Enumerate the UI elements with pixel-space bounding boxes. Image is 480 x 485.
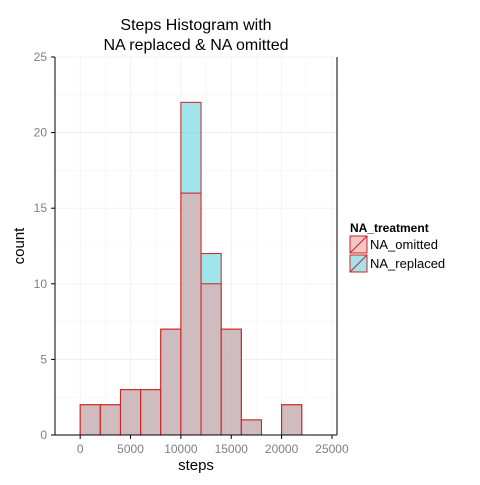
axes-layer — [54, 57, 338, 436]
legend: NA_treatment NA_omitted NA_replaced — [349, 221, 445, 273]
y-tick-label: 10 — [34, 277, 48, 291]
ticks-layer: 0 5000 10000 15000 20000 25000 0 5 10 15 20 25 — [34, 50, 349, 456]
histogram-bar-na-omitted — [281, 404, 303, 436]
chart-title-line-2: NA replaced & NA omitted — [104, 37, 289, 54]
histogram-bar-na-omitted — [160, 328, 182, 436]
x-axis-title: steps — [178, 457, 214, 474]
x-tick-label: 20000 — [265, 442, 299, 456]
y-axis-title: count — [11, 227, 28, 265]
legend-label: NA_replaced — [370, 256, 445, 271]
grid-layer — [55, 56, 337, 436]
x-tick-label: 15000 — [215, 442, 249, 456]
histogram-bar-na-omitted — [99, 404, 121, 436]
y-tick-label: 20 — [34, 126, 48, 140]
x-tick-label: 5000 — [117, 442, 144, 456]
chart-title-line-1: Steps Histogram with — [120, 17, 271, 34]
x-tick-label: 25000 — [315, 442, 349, 456]
legend-items: NA_omitted NA_replaced — [349, 235, 445, 273]
y-tick-label: 15 — [34, 201, 48, 215]
y-tick-label: 0 — [40, 428, 47, 442]
bars-layer — [79, 101, 303, 436]
histogram-bar-na-omitted — [119, 389, 142, 436]
legend-key-na-replaced — [349, 254, 368, 273]
histogram-bar-na-omitted — [220, 328, 242, 436]
histogram-bar-na-omitted — [180, 192, 202, 436]
histogram-bar-na-omitted — [79, 404, 101, 436]
histogram-bar-na-omitted — [240, 419, 262, 436]
y-tick-label: 5 — [40, 352, 47, 366]
x-tick-label: 10000 — [164, 442, 198, 456]
histogram-bar-na-omitted — [140, 389, 162, 436]
legend-label: NA_omitted — [370, 237, 438, 252]
histogram-bar-na-omitted — [200, 283, 222, 436]
x-tick-label: 0 — [77, 442, 84, 456]
legend-key-na-omitted — [349, 235, 368, 254]
legend-title: NA_treatment — [350, 221, 429, 235]
y-tick-label: 25 — [34, 50, 48, 64]
